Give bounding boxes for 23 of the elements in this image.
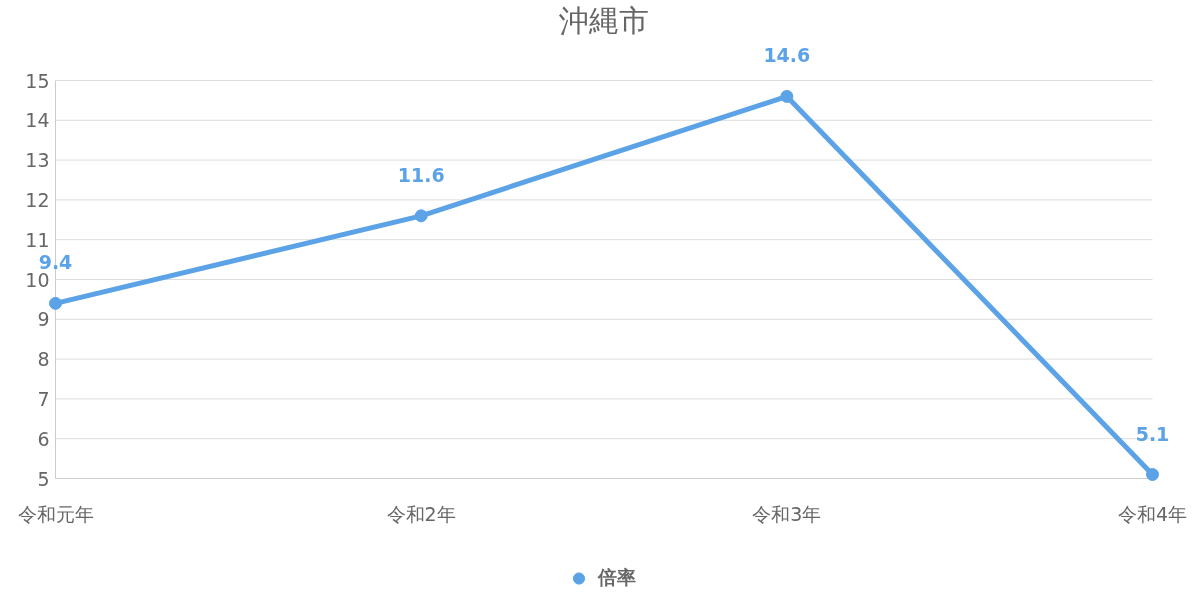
y-tick-label: 9	[37, 308, 50, 331]
x-tick-label: 令和3年	[752, 502, 822, 525]
data-label: 14.6	[763, 44, 811, 67]
y-tick-label: 13	[25, 149, 50, 172]
y-tick-label: 7	[37, 387, 50, 410]
y-tick-label: 8	[37, 348, 50, 371]
y-tick-label: 14	[25, 109, 50, 132]
y-tick-label: 6	[37, 427, 50, 450]
data-label: 5.1	[1135, 422, 1170, 445]
y-tick-label: 12	[25, 188, 50, 211]
point	[1146, 468, 1159, 482]
data-label: 11.6	[397, 163, 445, 186]
point	[49, 296, 62, 310]
y-tick-label: 11	[25, 228, 50, 251]
y-tick-label: 5	[37, 467, 50, 490]
y-tick-label: 15	[25, 69, 50, 92]
chart-title: 沖縄市	[559, 2, 649, 38]
legend-label: 倍率	[597, 565, 636, 590]
x-tick-label: 令和4年	[1117, 502, 1188, 525]
x-tick-label: 令和元年	[17, 502, 94, 525]
point	[780, 89, 794, 103]
point	[414, 209, 428, 223]
x-tick-label: 令和2年	[386, 502, 456, 525]
